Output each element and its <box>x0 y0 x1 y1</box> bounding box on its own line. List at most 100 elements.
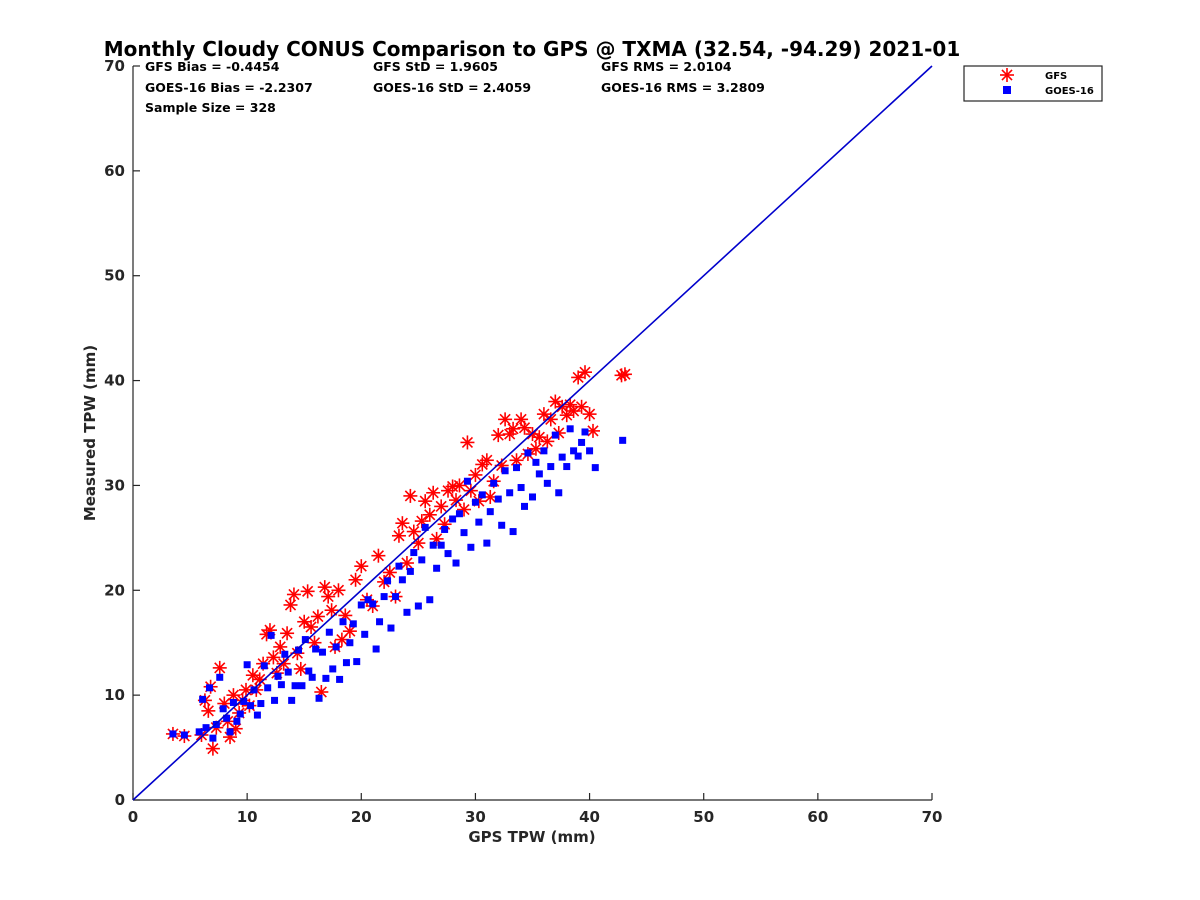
goes-point <box>471 498 479 506</box>
gfs-point <box>434 499 449 514</box>
goes-point <box>532 458 540 466</box>
goes-point <box>437 541 445 549</box>
x-axis-label: GPS TPW (mm) <box>468 828 595 846</box>
goes-point <box>216 673 224 681</box>
goes-point <box>298 682 306 690</box>
gfs-point <box>426 485 441 500</box>
goes-point <box>209 734 217 742</box>
goes-point <box>369 600 377 608</box>
goes-point <box>247 702 255 710</box>
goes-point <box>449 515 457 523</box>
goes-point <box>329 665 337 673</box>
gfs-point <box>395 516 410 531</box>
goes-point <box>322 674 330 682</box>
legend: GFS GOES-16 <box>963 65 1103 102</box>
goes-point <box>336 675 344 683</box>
goes-point <box>509 528 517 536</box>
goes-point <box>578 438 586 446</box>
goes-point <box>257 700 265 708</box>
goes-point <box>205 684 213 692</box>
plot-area <box>132 65 933 801</box>
goes-point <box>372 645 380 653</box>
goes-point <box>467 543 475 551</box>
gfs-point <box>543 412 558 427</box>
stat-sample-size: Sample Size = 328 <box>145 100 276 115</box>
gfs-point <box>276 656 291 671</box>
y-tick-label: 70 <box>104 57 125 75</box>
goes-point <box>253 711 261 719</box>
goes-point <box>202 724 210 732</box>
gfs-point <box>304 619 319 634</box>
gfs-point <box>468 467 483 482</box>
gfs-point <box>331 583 346 598</box>
x-tick-label: 0 <box>128 808 138 826</box>
gfs-point <box>422 507 437 522</box>
goes-point <box>421 523 429 531</box>
goes-point <box>426 596 434 604</box>
gfs-point <box>403 488 418 503</box>
goes-point <box>410 549 418 557</box>
goes-point <box>357 601 365 609</box>
goes-point <box>513 464 521 472</box>
y-tick-label: 60 <box>104 162 125 180</box>
x-tick-label: 50 <box>693 808 714 826</box>
legend-gfs-label: GFS <box>1045 71 1067 82</box>
goes-point <box>455 510 463 518</box>
goes-point <box>498 521 506 529</box>
x-tick-label: 40 <box>579 808 600 826</box>
gfs-point <box>528 441 543 456</box>
goes-point <box>529 493 536 501</box>
goes-point <box>243 661 251 669</box>
goes-point <box>574 452 582 460</box>
stat-goes-bias: GOES-16 Bias = -2.2307 <box>145 80 313 95</box>
gfs-point <box>449 493 464 508</box>
y-axis-label: Measured TPW (mm) <box>81 345 99 521</box>
gfs-point <box>452 478 467 493</box>
goes-point <box>555 489 563 497</box>
gfs-point <box>201 703 216 718</box>
goes-point <box>277 681 285 689</box>
goes-point <box>271 696 279 704</box>
gfs-point <box>310 609 325 624</box>
goes-point <box>463 477 471 485</box>
x-tick-label: 10 <box>237 808 258 826</box>
x-tick-label: 70 <box>922 808 943 826</box>
goes-point <box>315 694 323 702</box>
goes-point <box>380 593 388 601</box>
gfs-point <box>491 428 506 443</box>
gfs-point <box>617 367 632 382</box>
goes-point <box>551 431 559 439</box>
goes-point <box>219 705 227 713</box>
goes-point <box>332 643 340 651</box>
gfs-point <box>540 434 555 449</box>
gfs-point <box>348 572 363 587</box>
gfs-point <box>252 672 267 687</box>
y-tick-label: 30 <box>104 476 125 494</box>
goes-point <box>392 593 400 601</box>
gfs-point <box>273 639 288 654</box>
goes-point <box>339 618 347 626</box>
goes-point <box>591 464 599 472</box>
goes-point <box>291 682 299 690</box>
goes-point <box>543 479 551 487</box>
gfs-point <box>280 626 295 641</box>
goes-point <box>406 567 414 575</box>
gfs-point <box>457 502 472 517</box>
goes-point <box>308 673 316 681</box>
goes-point <box>517 484 525 492</box>
y-tick-label: 40 <box>104 372 125 390</box>
goes-point <box>558 453 566 461</box>
goes-point <box>478 491 486 499</box>
goes-point <box>398 576 406 584</box>
goes-point <box>429 541 437 549</box>
goes-point <box>236 710 244 718</box>
goes-point <box>501 467 509 475</box>
goes-point <box>264 684 272 692</box>
goes-point <box>349 620 357 628</box>
goes-point <box>444 550 452 558</box>
goes-point <box>281 650 289 658</box>
x-tick-label: 30 <box>465 808 486 826</box>
goes-point <box>570 447 578 455</box>
gfs-point <box>286 587 301 602</box>
